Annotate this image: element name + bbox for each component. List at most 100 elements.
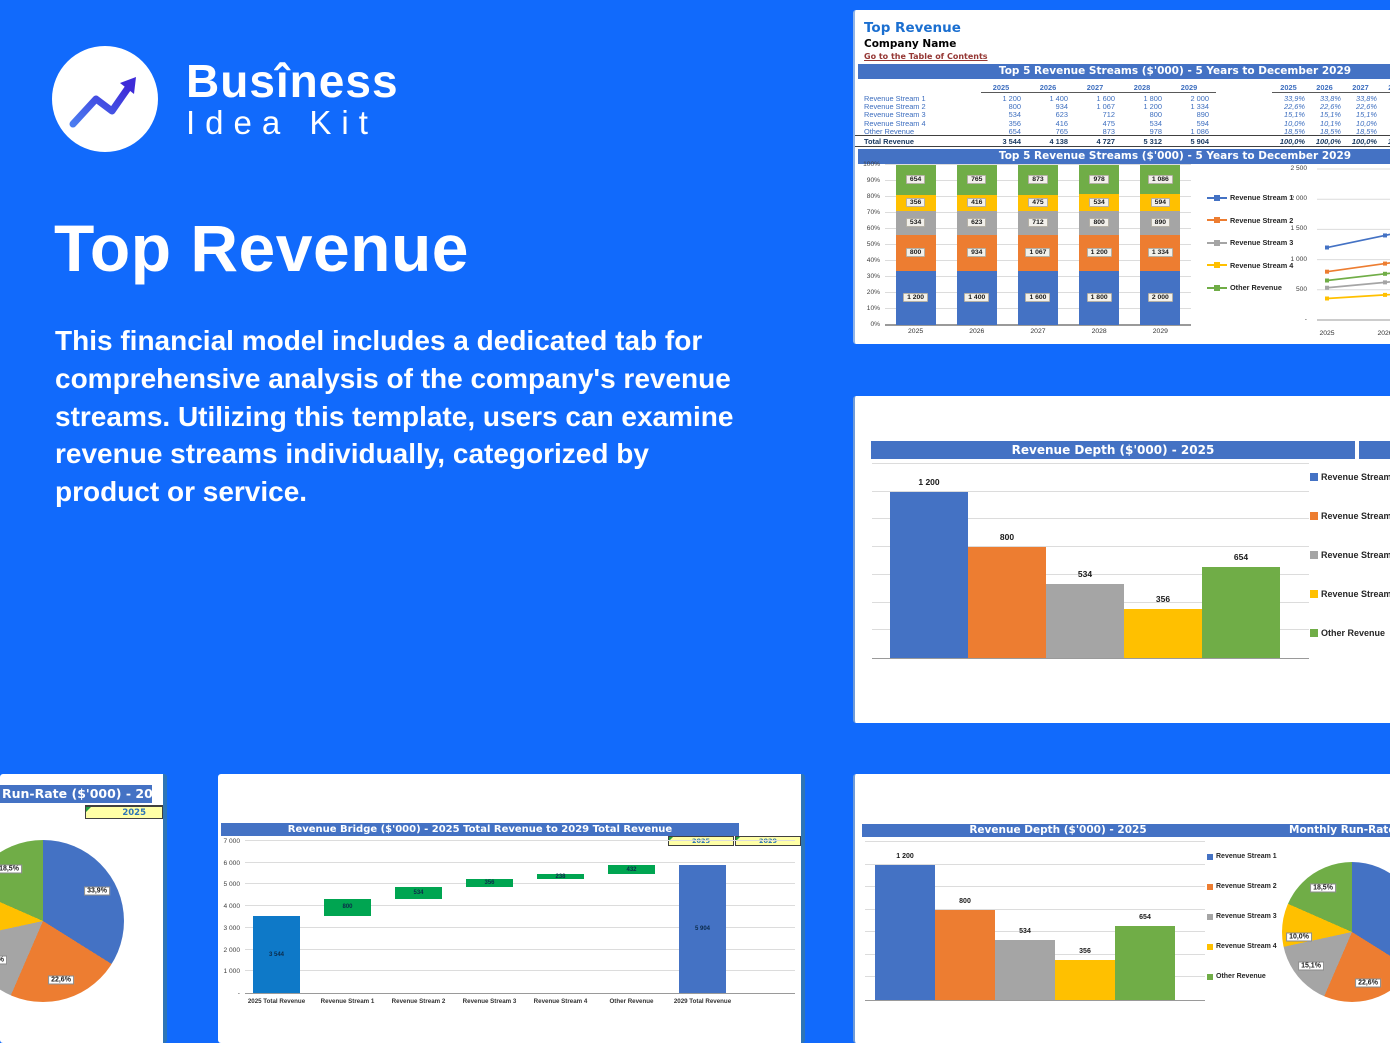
axis-tick-label: 60% [866, 225, 880, 232]
pct-year-header-cell: 2025 [1272, 83, 1308, 93]
legend-label: Revenue Stream 3 [1230, 238, 1294, 247]
table-header-row: 202520262027202820292025202620272028 [855, 81, 1390, 94]
legend-item: Revenue Stream 2 [1207, 216, 1293, 225]
pie-slice-label: 18,5% [0, 864, 22, 874]
bar-segment: 1 200 [1079, 234, 1120, 271]
pct-cell: 100,0% [1315, 136, 1341, 146]
dropdown-value: 2029 [758, 837, 778, 845]
legend-marker [1310, 512, 1318, 520]
x-axis-label: Other Revenue [609, 998, 654, 1005]
bar-segment: 890 [1140, 210, 1181, 235]
pct-cell: 33,9% [1284, 93, 1305, 103]
bar-segment: 2 000 [1140, 270, 1181, 325]
pct-year-header-cell: 2027 [1344, 83, 1380, 93]
axis-tick-label: 6 000 [223, 859, 240, 867]
bar-value-label: 3 544 [268, 951, 284, 958]
pct-cell: 10,1% [1320, 118, 1341, 128]
gridline [865, 886, 1205, 888]
axis-tick-label: 30% [866, 273, 880, 280]
bridge-from-dropdown[interactable]: 2025 [668, 836, 734, 846]
waterfall-bar: 356 [466, 879, 513, 888]
waterfall-bar: 800 [324, 898, 371, 917]
stacked-chart-y-axis: 100% 90% 80% 70% 60% 50% 40% 30% 20% 10% 0% [855, 160, 882, 330]
stacked-bar: 1 600 1 067 712 475 873 [1017, 165, 1058, 325]
page-title: Top Revenue [54, 211, 470, 285]
bar-value-label: 356 [1079, 947, 1091, 955]
bar-segment: 1 067 [1017, 234, 1058, 271]
bar-value-label: 654 [1139, 914, 1151, 922]
x-axis-label: Revenue Stream 2 [391, 998, 446, 1005]
gridline [865, 931, 1205, 933]
bar-value-label: 432 [626, 866, 637, 873]
axis-tick-label: 1 000 [1290, 255, 1307, 263]
value-cell: 765 [1055, 126, 1068, 136]
legend-marker [1207, 973, 1213, 980]
value-cell: 978 [1149, 126, 1162, 136]
table-of-contents-link[interactable]: Go to the Table of Contents [864, 52, 988, 61]
bar-segment: 765 [956, 165, 997, 195]
gridline [872, 573, 1309, 575]
segment-value-label: 356 [905, 198, 926, 208]
value-cell: 873 [1102, 126, 1115, 136]
value-cell: 1 067 [1096, 101, 1116, 111]
bar-segment: 534 [1079, 194, 1120, 211]
value-cell: 1 334 [1190, 101, 1210, 111]
x-axis-label: Revenue Stream 3 [462, 998, 517, 1005]
stacked-bar-chart: 1 200 800 534 356 654 1 400 934 623 416 765 1 600 1… [885, 164, 1191, 326]
legend-item: Revenue Stream 2 [1207, 883, 1277, 890]
axis-tick-label: 2 500 [1290, 165, 1307, 172]
legend-marker [1207, 883, 1213, 890]
gridline [245, 905, 795, 907]
waterfall-x-axis: 2025 Total Revenue Revenue Stream 1 Revenu… [245, 998, 795, 1010]
bar-segment: 1 334 [1140, 234, 1181, 271]
segment-value-label: 800 [905, 248, 926, 258]
x-axis-label: 2029 [1152, 328, 1168, 335]
bridge-to-dropdown[interactable]: 2029 [735, 836, 801, 846]
legend-label: Revenue Stream 4 [1230, 260, 1294, 270]
segment-value-label: 475 [1028, 198, 1048, 208]
pct-cell: 18,4% [1380, 127, 1390, 136]
stacked-bar: 1 800 1 200 800 534 978 [1079, 165, 1120, 325]
gridline [872, 490, 1309, 492]
segment-value-label: 873 [1028, 175, 1048, 185]
value-cell: 1 086 [1190, 126, 1210, 136]
gridline [245, 948, 795, 950]
legend-label: Revenue Stream 1 [1216, 853, 1277, 860]
bar [1055, 959, 1115, 1000]
dropdown-corner-icon [86, 807, 91, 812]
bar-segment: 1 086 [1140, 165, 1181, 195]
table-row: Revenue Stream 1 1 200 1 400 1 600 1 800 2 00… [855, 93, 1390, 103]
value-cell: 534 [1008, 110, 1021, 120]
pct-year-header-cell: 2028 [1380, 83, 1390, 93]
axis-tick-label: 20% [866, 289, 880, 296]
value-cell: 1 400 [1049, 93, 1069, 103]
segment-value-label: 1 800 [1086, 293, 1112, 303]
legend-label: Revenue Stream 3 [1321, 550, 1390, 560]
stacked-chart-x-axis: 2025 2026 2027 2028 2029 [885, 328, 1191, 335]
pct-cell: 22,6% [1284, 101, 1305, 111]
value-cell: 4 727 [1096, 136, 1116, 146]
axis-tick-label: 1 000 [223, 968, 240, 976]
segment-value-label: 1 400 [964, 293, 990, 303]
axis-tick-label: 0% [870, 321, 880, 328]
year-dropdown[interactable]: 2025 [85, 805, 163, 819]
pct-cell: 33,8% [1320, 93, 1341, 103]
x-axis-label: 2026 [1377, 330, 1390, 337]
line-chart [1317, 168, 1390, 321]
bar-value-label: 5 904 [694, 925, 710, 932]
bar [1115, 926, 1175, 1000]
segment-value-label: 1 600 [1025, 293, 1051, 303]
legend-item: Other Revenue [1310, 628, 1385, 638]
revenue-table: 202520262027202820292025202620272028Reve… [855, 81, 1390, 148]
x-axis-label: 2026 [969, 328, 985, 335]
axis-tick-label: 10% [866, 305, 880, 312]
segment-value-label: 765 [967, 175, 987, 185]
pct-cell: 18,5% [1356, 126, 1377, 136]
bar-segment: 475 [1017, 194, 1058, 211]
legend-label: Revenue Stream 4 [1321, 589, 1390, 599]
trend-arrow-icon [69, 77, 136, 128]
pct-cell: 10,0% [1284, 118, 1305, 128]
legend-label: Revenue Stream 4 [1216, 943, 1277, 950]
pct-cell: 15,1% [1320, 110, 1341, 120]
x-axis-label: 2027 [1030, 328, 1046, 335]
